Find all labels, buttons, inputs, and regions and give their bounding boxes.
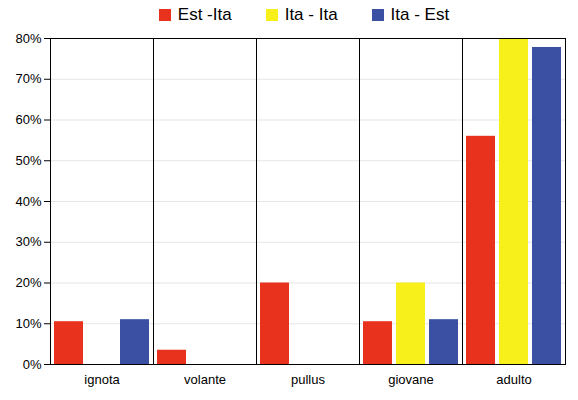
html-text:Est -Ita: Est -Ita [177,5,232,24]
svg-text:0%: 0% [23,357,42,372]
svg-text:40%: 40% [15,194,41,209]
svg-text:ignota: ignota [84,372,120,387]
svg-text:80%: 80% [15,31,41,46]
svg-text:70%: 70% [15,71,41,86]
svg-text:50%: 50% [15,153,41,168]
html-text:Ita - Est: Ita - Est [390,5,450,24]
svg-text:60%: 60% [15,112,41,127]
svg-text:giovane: giovane [388,372,434,387]
svg-text:pullus: pullus [291,372,325,387]
svg-text:volante: volante [184,372,226,387]
svg-text:10%: 10% [15,316,41,331]
svg-text:20%: 20% [15,275,41,290]
svg-text:adulto: adulto [496,372,531,387]
svg-text:30%: 30% [15,234,41,249]
html-text:Ita - Ita: Ita - Ita [284,5,338,24]
